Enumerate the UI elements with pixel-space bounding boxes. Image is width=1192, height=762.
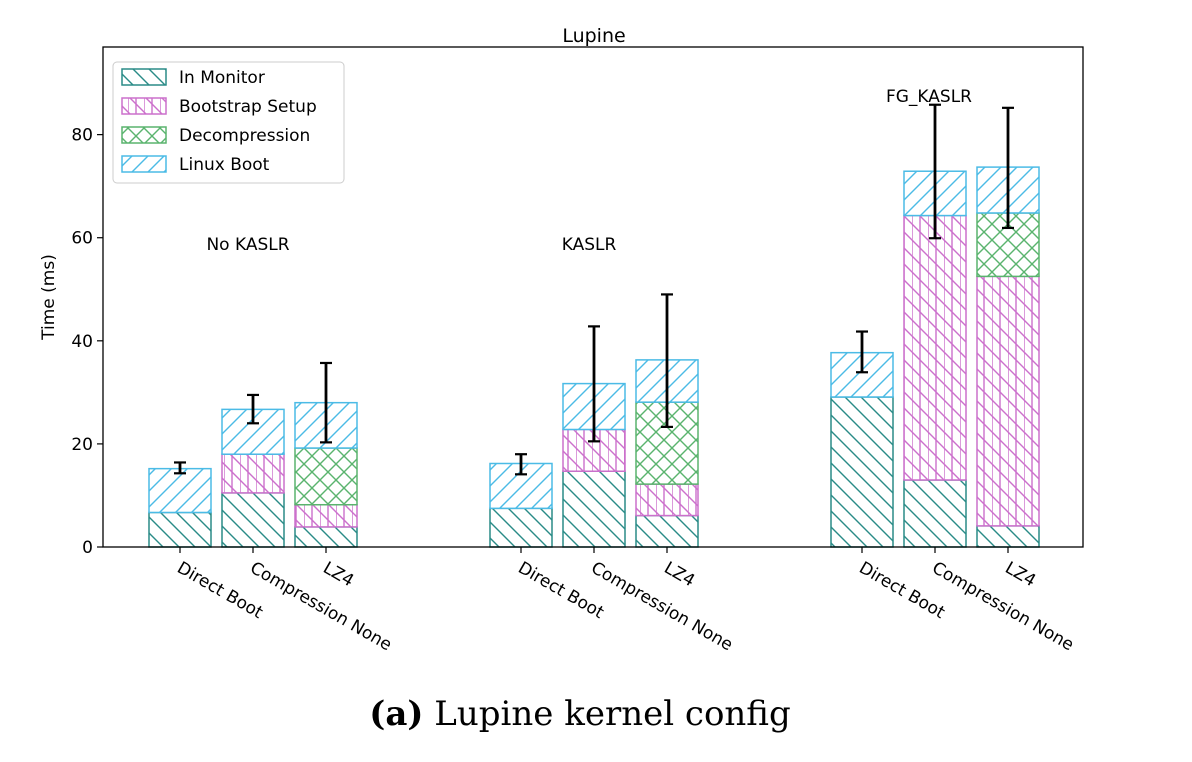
group-label: FG_KASLR (886, 87, 972, 107)
bar-segment (635, 483, 699, 517)
bar-segment (635, 514, 699, 548)
chart-title: Lupine (562, 25, 625, 47)
bar-segment (294, 526, 358, 548)
plot-frame (102, 46, 1084, 548)
bar-segment (903, 214, 967, 481)
y-axis-label: Time (ms) (39, 254, 59, 341)
bar-segment (221, 492, 285, 548)
legend-swatch (121, 155, 167, 173)
bar-segment (976, 212, 1040, 278)
x-tick-label: LZ4 (320, 558, 358, 591)
legend-label: Decompression (179, 126, 310, 146)
legend-swatch (121, 126, 167, 144)
y-tick-label: 20 (71, 435, 93, 455)
legend-label: In Monitor (179, 68, 265, 88)
bar-segment (294, 503, 358, 528)
legend-swatch (121, 97, 167, 115)
legend-swatch (121, 68, 167, 86)
y-tick-label: 0 (82, 538, 93, 558)
bar-segment (976, 275, 1040, 527)
bar-segment (221, 408, 285, 455)
legend: In Monitor Bootstrap Setup Decompression Li… (112, 61, 345, 184)
caption-label: (a) (369, 694, 424, 734)
bar-segment (562, 470, 626, 548)
legend-box (112, 61, 345, 184)
error-bars-layer (174, 103, 1014, 476)
figure-caption: (a) Lupine kernel config (0, 694, 1160, 734)
y-tick-label: 40 (71, 332, 93, 352)
stacked-bar-chart: Lupine Time (ms) 0 20 40 60 80 Direct BootCo… (39, 25, 1084, 655)
legend-label: Linux Boot (179, 155, 270, 175)
y-axis: 0 20 40 60 80 (71, 126, 103, 558)
bar-segment (976, 525, 1040, 548)
x-tick-label: LZ4 (661, 558, 699, 591)
bar-segment (830, 396, 894, 548)
bar-segment (148, 511, 212, 548)
group-label: No KASLR (206, 235, 289, 255)
y-tick-label: 60 (71, 229, 93, 249)
caption-text: Lupine kernel config (434, 694, 791, 734)
group-labels: No KASLR KASLR FG_KASLR (206, 87, 972, 255)
bar-segment (221, 453, 285, 494)
bars-layer (148, 166, 1040, 548)
y-tick-label: 80 (71, 126, 93, 146)
x-tick-label: LZ4 (1002, 558, 1040, 591)
bar-segment (148, 467, 212, 514)
bar-segment (489, 507, 553, 548)
group-label: KASLR (562, 235, 617, 255)
legend-label: Bootstrap Setup (179, 97, 317, 117)
bar-segment (903, 479, 967, 548)
bar-segment (294, 447, 358, 506)
